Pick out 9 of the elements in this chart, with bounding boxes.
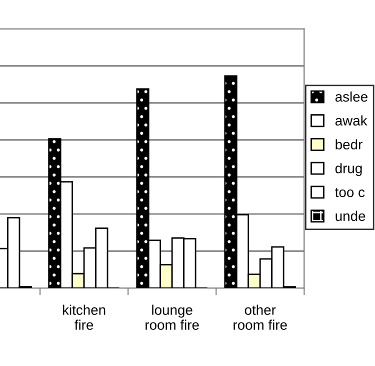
legend-label: unde bbox=[336, 210, 366, 221]
legend-label: too c bbox=[335, 188, 365, 198]
x-tick-label: lounge room fire bbox=[146, 304, 199, 330]
legend-label: aslee bbox=[335, 92, 368, 102]
legend-label: awak bbox=[335, 115, 368, 126]
legend-label: bedr bbox=[336, 139, 362, 150]
legend-label: drug bbox=[335, 163, 362, 176]
x-tick-label: other room fire bbox=[234, 304, 287, 330]
x-tick-label: kitchen fire bbox=[62, 304, 106, 330]
